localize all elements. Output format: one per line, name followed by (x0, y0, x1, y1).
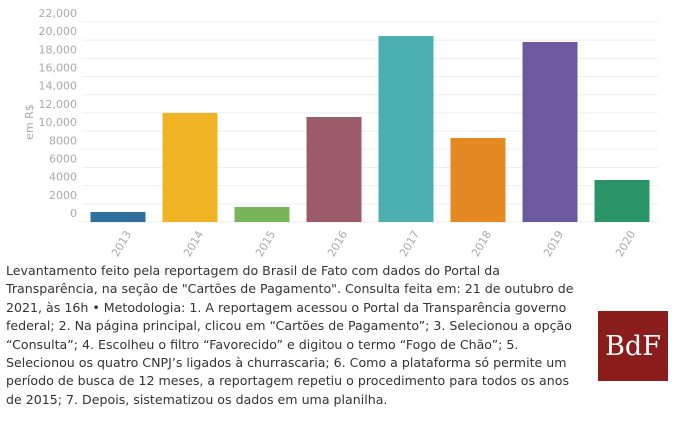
caption: Levantamento feito pela reportagem do Br… (6, 263, 574, 407)
y-tick-label: 8000 (49, 134, 77, 147)
x-tick-label: 2013 (109, 228, 134, 259)
y-tick-label: 14,000 (39, 80, 78, 93)
y-tick-label: 4000 (49, 171, 77, 184)
chart: em R$ 0 2000 4000 6000 8000 10,000 12,000 14,00… (23, 7, 658, 259)
bar (594, 180, 650, 222)
x-tick-label: 2019 (541, 228, 566, 259)
x-tick-label: 2016 (325, 228, 350, 259)
bar (378, 36, 434, 222)
y-tick-label: 16,000 (39, 62, 78, 75)
bar (162, 112, 218, 222)
y-tick-label: 0 (70, 207, 77, 220)
bar (522, 42, 578, 222)
x-tick-label: 2020 (613, 228, 638, 259)
y-tick-label: 22,000 (39, 7, 78, 20)
bar (306, 117, 362, 222)
y-tick-label: 2000 (49, 189, 77, 202)
bar (450, 138, 506, 222)
y-axis-label: em R$ (23, 104, 36, 140)
bar (234, 207, 290, 222)
x-tick-label: 2014 (181, 228, 206, 259)
x-tick-label: 2018 (469, 228, 494, 259)
y-tick-label: 6000 (49, 152, 77, 165)
y-tick-label: 18,000 (39, 43, 78, 56)
y-tick-label: 12,000 (39, 98, 78, 111)
x-tick-label: 2015 (253, 228, 278, 259)
x-tick-label: 2017 (397, 228, 422, 259)
y-tick-label: 20,000 (39, 25, 78, 38)
bar (90, 212, 146, 222)
y-tick-label: 10,000 (39, 116, 78, 129)
logo: BdF (598, 311, 668, 381)
